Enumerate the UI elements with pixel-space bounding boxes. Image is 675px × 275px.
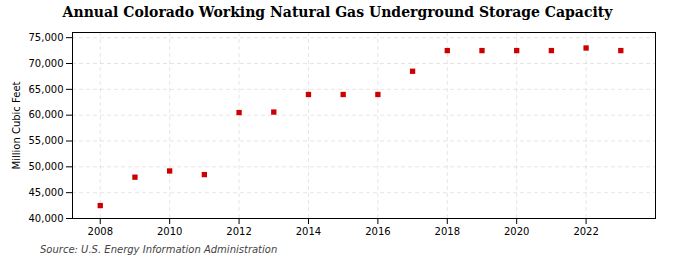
svg-text:2016: 2016	[365, 226, 390, 237]
svg-text:40,000: 40,000	[29, 213, 64, 224]
svg-text:55,000: 55,000	[29, 135, 64, 146]
svg-text:60,000: 60,000	[29, 109, 64, 120]
svg-text:75,000: 75,000	[29, 32, 64, 43]
svg-text:2012: 2012	[226, 226, 251, 237]
svg-text:2010: 2010	[157, 226, 182, 237]
svg-text:2022: 2022	[573, 226, 598, 237]
html-text:Annual Colorado Working Natura: Annual Colorado Working Natural Gas Unde…	[62, 4, 613, 20]
svg-text:2020: 2020	[504, 226, 529, 237]
svg-text:2014: 2014	[296, 226, 321, 237]
svg-text:2008: 2008	[88, 226, 113, 237]
svg-text:65,000: 65,000	[29, 84, 64, 95]
svg-text:Million Cubic Feet: Million Cubic Feet	[11, 81, 22, 169]
html-text:Source: U.S. Energy Informatio: Source: U.S. Energy Information Administ…	[40, 244, 278, 255]
svg-text:50,000: 50,000	[29, 161, 64, 172]
svg-text:45,000: 45,000	[29, 187, 64, 198]
svg-text:2018: 2018	[435, 226, 460, 237]
svg-text:70,000: 70,000	[29, 58, 64, 69]
